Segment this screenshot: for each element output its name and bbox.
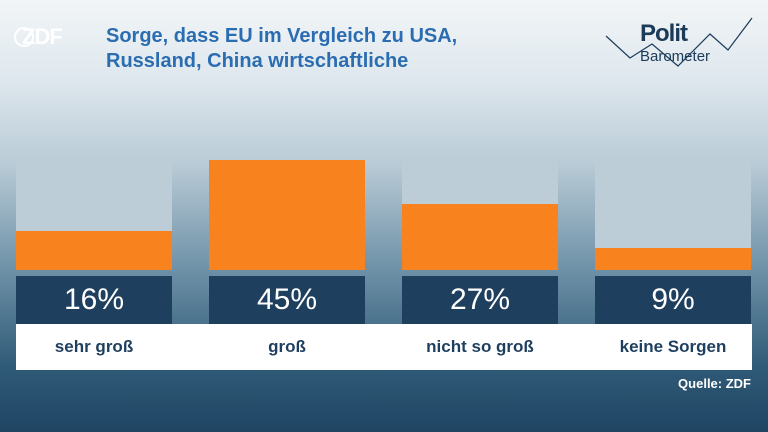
- bar: [16, 231, 172, 270]
- bar-track: [595, 160, 751, 270]
- politbarometer-line-icon: [605, 17, 753, 67]
- chart-title-line-1: Sorge, dass EU im Vergleich zu USA,: [106, 25, 458, 47]
- chart-title: Sorge, dass EU im Vergleich zu USA, Russ…: [106, 24, 576, 74]
- politbarometer-subtitle: Barometer: [640, 48, 711, 65]
- bar-column: 9%: [595, 160, 751, 324]
- bar: [402, 204, 558, 270]
- bar-value-label: 27%: [402, 276, 558, 324]
- bar: [595, 248, 751, 270]
- zdf-logo: ZDF: [14, 24, 80, 50]
- bar-track: [402, 160, 558, 270]
- zdf-logo-text: ZDF: [22, 24, 63, 49]
- category-label: groß: [268, 337, 306, 356]
- bar-column: 16%: [16, 160, 172, 324]
- politbarometer-logo: Polit Barometer: [600, 14, 760, 74]
- bar-value-label: 45%: [209, 276, 365, 324]
- bar-track: [209, 160, 365, 270]
- chart-title-line-2: Russland, China wirtschaftliche: [106, 50, 409, 72]
- zdf-logo-ring-icon: [14, 27, 34, 47]
- bar-track: [16, 160, 172, 270]
- category-label-row: sehr groß groß nicht so groß keine Sorgen: [16, 324, 752, 370]
- category-label: sehr groß: [54, 337, 134, 356]
- bar-value-label: 16%: [16, 276, 172, 324]
- politbarometer-title: Polit: [640, 20, 688, 47]
- bar-column: 27%: [402, 160, 558, 324]
- bar-value-label: 9%: [595, 276, 751, 324]
- bar-column: 45%: [209, 160, 365, 324]
- bar: [209, 160, 365, 270]
- source-note: Quelle: ZDF: [678, 376, 751, 391]
- category-label: keine Sorgen: [619, 337, 727, 356]
- category-label: nicht so groß: [426, 337, 534, 356]
